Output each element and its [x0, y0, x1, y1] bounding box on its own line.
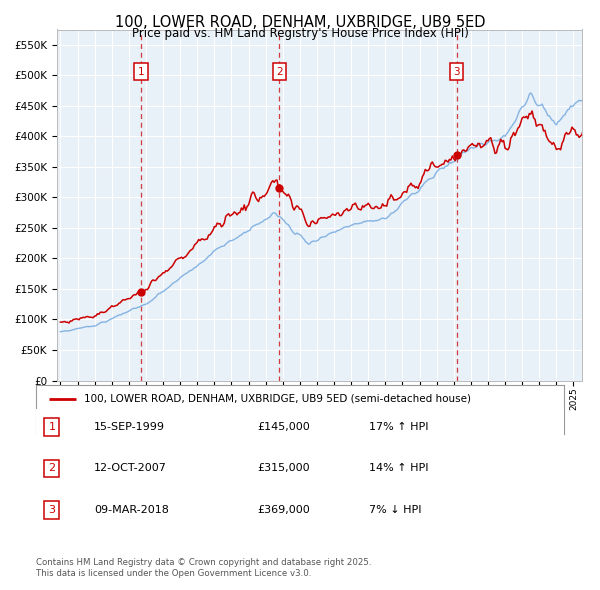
Text: 17% ↑ HPI: 17% ↑ HPI — [368, 422, 428, 432]
Text: 09-MAR-2018: 09-MAR-2018 — [94, 505, 169, 514]
Text: Contains HM Land Registry data © Crown copyright and database right 2025.
This d: Contains HM Land Registry data © Crown c… — [36, 558, 371, 578]
Text: £315,000: £315,000 — [258, 464, 310, 473]
Text: 7% ↓ HPI: 7% ↓ HPI — [368, 505, 421, 514]
Text: £369,000: £369,000 — [258, 505, 311, 514]
Text: 2: 2 — [48, 464, 55, 473]
Text: 2: 2 — [276, 67, 283, 77]
Text: 100, LOWER ROAD, DENHAM, UXBRIDGE, UB9 5ED: 100, LOWER ROAD, DENHAM, UXBRIDGE, UB9 5… — [115, 15, 485, 30]
Text: 15-SEP-1999: 15-SEP-1999 — [94, 422, 165, 432]
Text: £145,000: £145,000 — [258, 422, 311, 432]
Text: HPI: Average price, semi-detached house, Buckinghamshire: HPI: Average price, semi-detached house,… — [83, 415, 396, 425]
Text: 3: 3 — [453, 67, 460, 77]
Text: 14% ↑ HPI: 14% ↑ HPI — [368, 464, 428, 473]
Text: 100, LOWER ROAD, DENHAM, UXBRIDGE, UB9 5ED (semi-detached house): 100, LOWER ROAD, DENHAM, UXBRIDGE, UB9 5… — [83, 394, 470, 404]
Text: Price paid vs. HM Land Registry's House Price Index (HPI): Price paid vs. HM Land Registry's House … — [131, 27, 469, 40]
Text: 12-OCT-2007: 12-OCT-2007 — [94, 464, 167, 473]
Text: 1: 1 — [137, 67, 144, 77]
Text: 1: 1 — [49, 422, 55, 432]
Text: 3: 3 — [49, 505, 55, 514]
